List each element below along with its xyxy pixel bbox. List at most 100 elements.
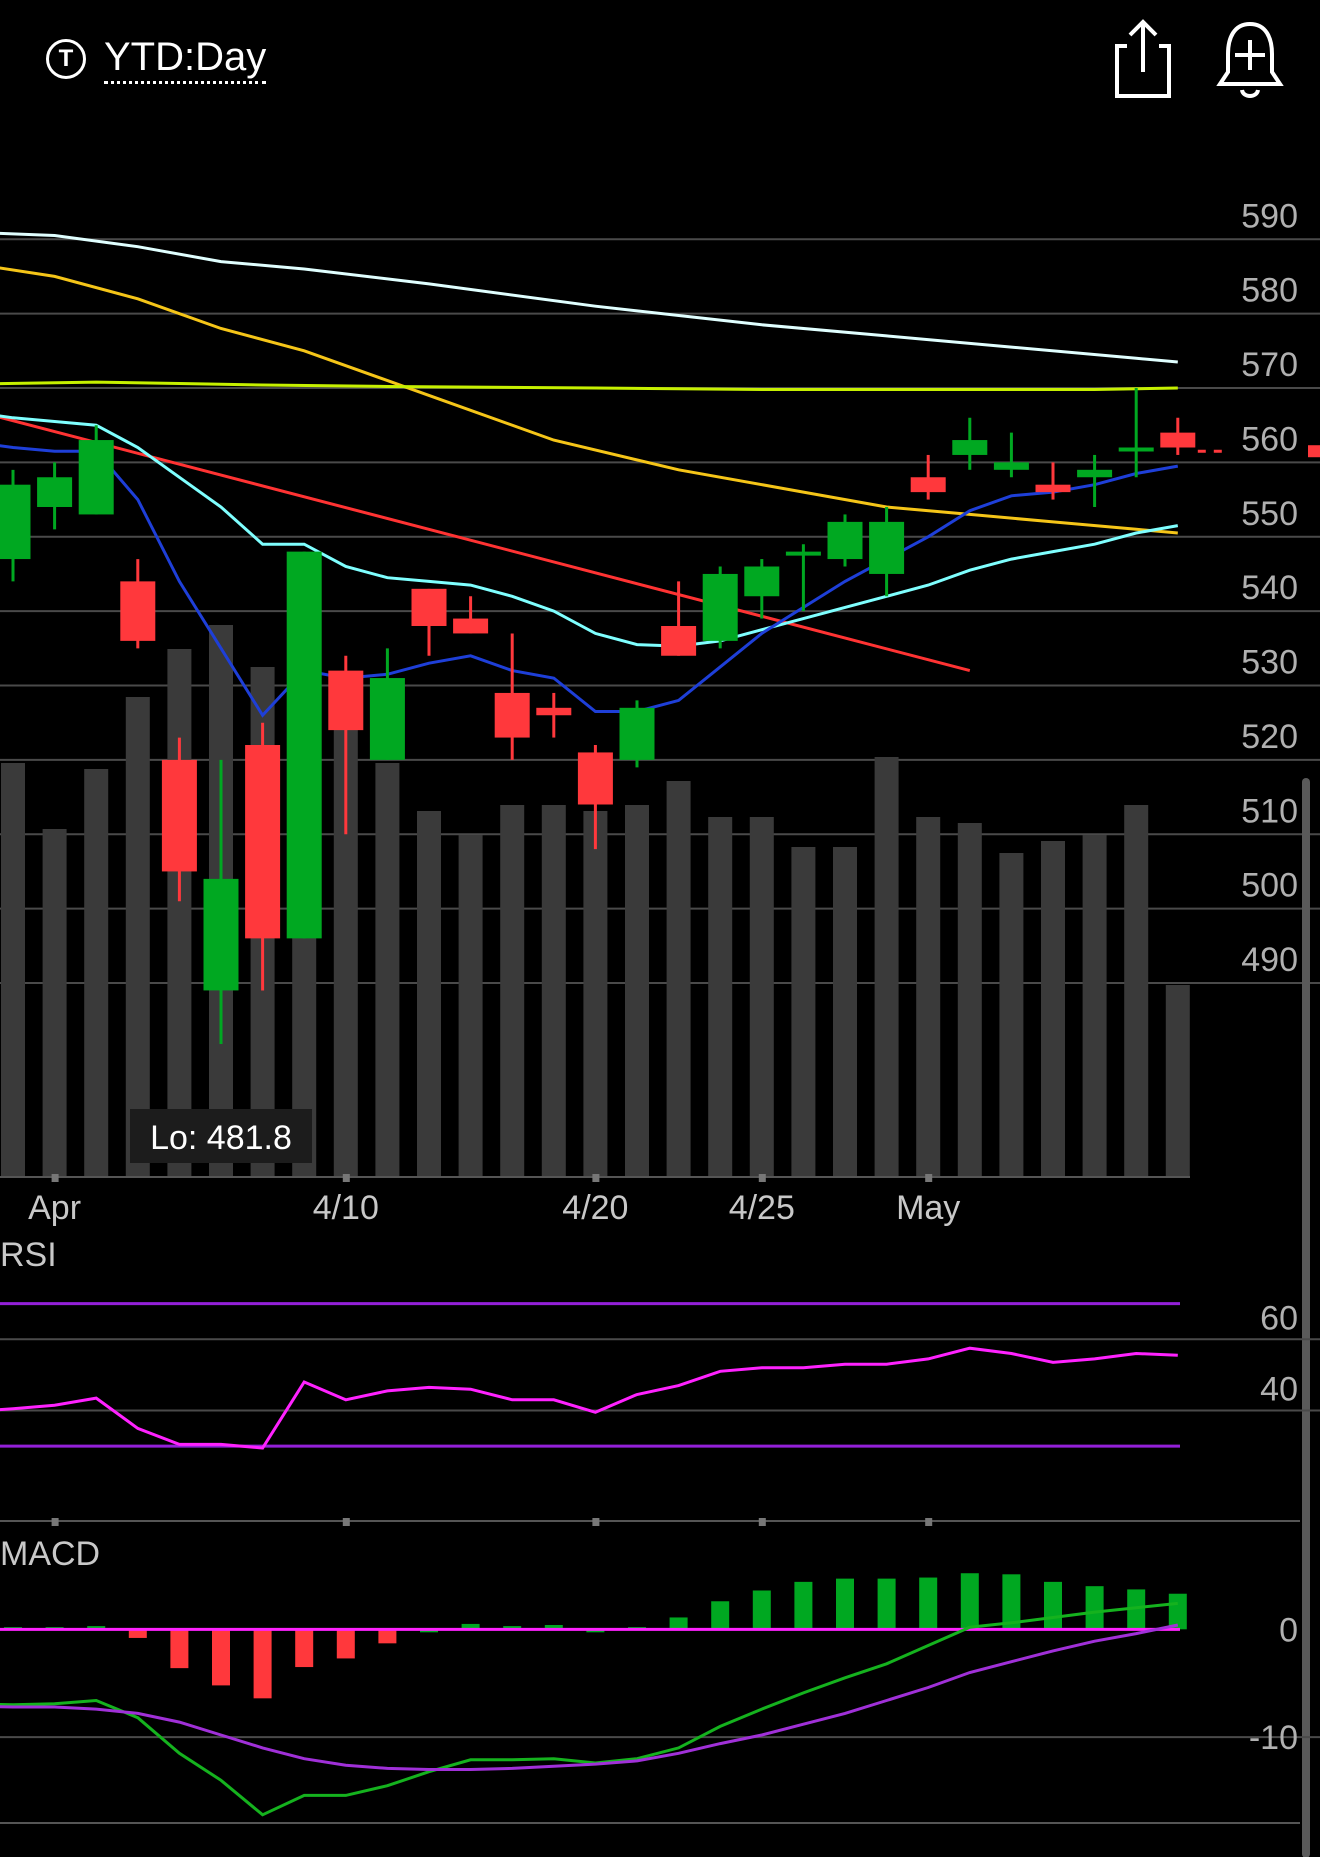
price-axis-label: 570 (1241, 346, 1298, 384)
volume-bar (459, 835, 483, 1177)
price-axis-label: 500 (1241, 867, 1298, 905)
macd-histogram-bar (878, 1579, 896, 1630)
moving-average-line (0, 232, 1178, 362)
candle-body (703, 574, 738, 641)
volume-bar (542, 805, 566, 1177)
candle-body (911, 477, 946, 492)
candle-body (744, 567, 779, 597)
candle-body (578, 752, 613, 804)
volume-bar (625, 805, 649, 1177)
macd-histogram-bar (378, 1629, 396, 1643)
scrollbar-handle (1302, 778, 1310, 1857)
x-axis-label: May (896, 1189, 960, 1227)
price-axis-label: 550 (1241, 495, 1298, 533)
volume-bar (750, 817, 774, 1177)
candle-body (1160, 433, 1195, 448)
candle-body (162, 760, 197, 872)
x-axis-tick (52, 1174, 59, 1182)
price-axis-label: 510 (1241, 792, 1298, 830)
macd-title: MACD (0, 1535, 100, 1573)
candle-body (661, 626, 696, 656)
macd-histogram-bar (337, 1629, 355, 1658)
volume-bar (999, 853, 1023, 1177)
candle-body (79, 440, 114, 514)
rsi-x-tick (759, 1518, 766, 1526)
macd-histogram-bar (711, 1601, 729, 1629)
candle-body (0, 485, 31, 559)
macd-histogram-bar (836, 1579, 854, 1630)
candle-body (37, 477, 72, 507)
volume-bar (1041, 841, 1065, 1177)
volume-bar (43, 829, 67, 1177)
rsi-axis-label: 40 (1260, 1371, 1298, 1409)
candle-body (869, 522, 904, 574)
macd-axis-label: 0 (1279, 1611, 1298, 1649)
volume-bar (916, 817, 940, 1177)
volume-bar (1124, 805, 1148, 1177)
x-axis-label: Apr (28, 1189, 81, 1227)
macd-histogram-bar (1044, 1582, 1062, 1629)
candle-body (786, 552, 821, 556)
candle-body (245, 745, 280, 938)
macd-histogram-bar (1086, 1586, 1104, 1629)
rsi-title: RSI (0, 1236, 57, 1274)
macd-axis-label: -10 (1249, 1719, 1298, 1757)
macd-histogram-bar (254, 1629, 272, 1698)
volume-bar (167, 649, 191, 1177)
volume-bar (833, 847, 857, 1177)
x-axis-label: 4/20 (562, 1189, 628, 1227)
price-axis-label: 490 (1241, 941, 1298, 979)
volume-bar (375, 763, 399, 1177)
volume-bar (1166, 985, 1190, 1177)
volume-bar (84, 769, 108, 1177)
volume-bar (1, 763, 25, 1177)
candle-body (412, 589, 447, 626)
volume-bar (667, 781, 691, 1177)
candle-body (328, 671, 363, 731)
macd-histogram-bar (212, 1629, 230, 1685)
x-axis-label: 4/25 (729, 1189, 795, 1227)
macd-histogram-bar (794, 1582, 812, 1629)
volume-bar (791, 847, 815, 1177)
candle-body (952, 440, 987, 455)
rsi-x-tick (592, 1518, 599, 1526)
x-axis-label: 4/10 (313, 1189, 379, 1227)
candle-body (1119, 448, 1154, 452)
rsi-x-tick (52, 1518, 59, 1526)
candle-body (453, 619, 488, 634)
price-axis-label: 580 (1241, 272, 1298, 310)
macd-histogram-bar (170, 1629, 188, 1668)
volume-bar (708, 817, 732, 1177)
price-axis-label: 530 (1241, 644, 1298, 682)
macd-histogram-bar (961, 1573, 979, 1629)
volume-bar (583, 811, 607, 1177)
candle-body (495, 693, 530, 738)
candle-body (1036, 485, 1071, 492)
volume-bar (875, 757, 899, 1177)
volume-bar (958, 823, 982, 1177)
x-axis-tick (925, 1174, 932, 1182)
candle-body (994, 462, 1029, 469)
rsi-axis-label: 60 (1260, 1299, 1298, 1337)
candle-body (287, 552, 322, 939)
price-axis-label: 540 (1241, 569, 1298, 607)
candle-body (120, 581, 155, 641)
rsi-x-tick (925, 1518, 932, 1526)
candle-body (620, 708, 655, 760)
rsi-line (0, 1348, 1178, 1448)
last-price-marker (1308, 445, 1320, 457)
x-axis-tick (343, 1174, 350, 1182)
macd-histogram-bar (670, 1617, 688, 1629)
moving-average-line (0, 262, 1178, 533)
x-axis-tick (759, 1174, 766, 1182)
macd-histogram-bar (919, 1578, 937, 1630)
macd-histogram-bar (753, 1590, 771, 1629)
price-axis-label: 560 (1241, 420, 1298, 458)
candle-body (370, 678, 405, 760)
volume-bar (417, 811, 441, 1177)
low-label-text: Lo: 481.8 (150, 1119, 292, 1157)
volume-bar (1083, 835, 1107, 1177)
candle-body (204, 879, 239, 991)
x-axis-tick (592, 1174, 599, 1182)
